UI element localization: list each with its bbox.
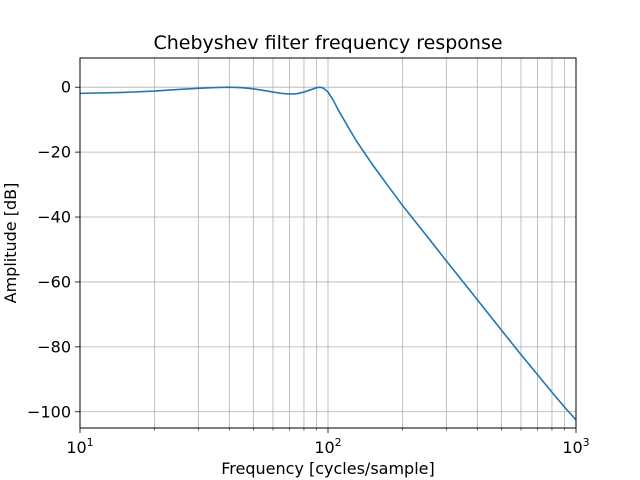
plot-area xyxy=(79,86,577,421)
chart-title: Chebyshev filter frequency response xyxy=(153,32,502,54)
y-tick-label: 0 xyxy=(61,78,71,97)
y-tick-label: −20 xyxy=(37,143,71,162)
grid-lines xyxy=(79,58,577,428)
x-axis-label: Frequency [cycles/sample] xyxy=(221,459,434,478)
x-tick-label: 102 xyxy=(314,436,341,457)
x-tick-label: 101 xyxy=(66,436,93,457)
y-tick-label: −40 xyxy=(37,208,71,227)
y-tick-label: −80 xyxy=(37,337,71,356)
y-axis: 0 −20 −40 −60 −80 −100 xyxy=(27,78,80,421)
y-tick-label: −60 xyxy=(37,272,71,291)
y-axis-label: Amplitude [dB] xyxy=(1,183,20,304)
series-line xyxy=(79,86,577,421)
x-tick-label: 103 xyxy=(562,436,589,457)
x-axis: 101 102 103 xyxy=(66,428,590,457)
y-tick-label: −100 xyxy=(27,402,71,421)
